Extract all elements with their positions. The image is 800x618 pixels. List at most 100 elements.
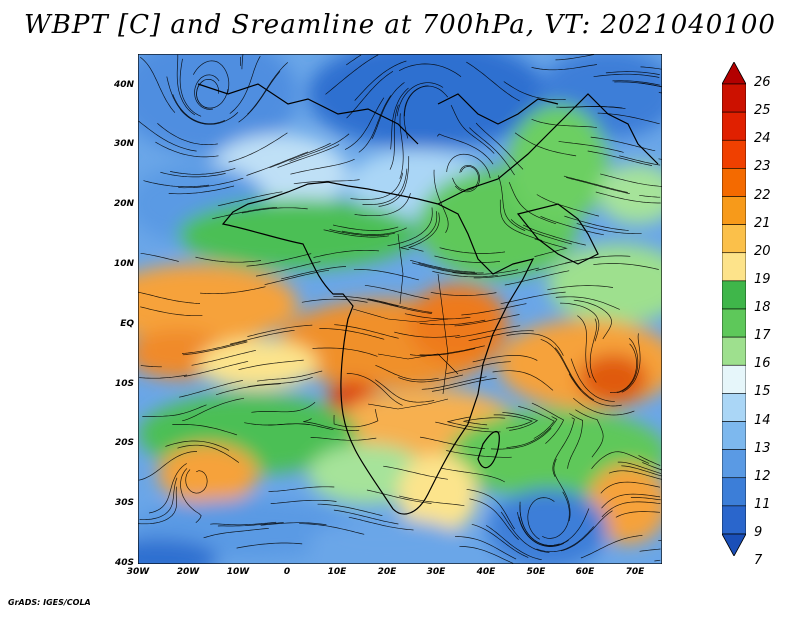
streamline bbox=[333, 409, 379, 428]
streamline bbox=[241, 54, 244, 70]
streamline bbox=[658, 92, 662, 94]
map-title: WBPT [C] and Sreamline at 700hPa, VT: 20… bbox=[24, 10, 776, 40]
streamline bbox=[590, 136, 656, 152]
streamline bbox=[522, 224, 586, 246]
streamline bbox=[490, 427, 552, 450]
streamline bbox=[419, 436, 485, 450]
streamline bbox=[182, 397, 245, 422]
streamline bbox=[431, 377, 497, 392]
streamline bbox=[615, 511, 661, 518]
streamline bbox=[299, 523, 365, 535]
streamline bbox=[140, 252, 179, 262]
streamline bbox=[166, 76, 207, 125]
streamline bbox=[371, 82, 405, 139]
streamline bbox=[394, 331, 460, 338]
streamline bbox=[230, 329, 295, 345]
streamline bbox=[580, 535, 643, 559]
colorbar-label: 12 bbox=[754, 468, 771, 484]
streamline bbox=[502, 412, 539, 431]
streamline bbox=[247, 62, 289, 115]
lon-label-50e: 50E bbox=[526, 567, 546, 577]
streamline bbox=[445, 361, 511, 375]
temperature-field bbox=[138, 54, 662, 564]
colorbar-label: 7 bbox=[754, 553, 763, 569]
streamline bbox=[182, 341, 248, 356]
streamline bbox=[508, 181, 557, 225]
streamline bbox=[500, 291, 566, 305]
streamline bbox=[138, 291, 201, 304]
streamline bbox=[398, 63, 462, 77]
colorbar-segment bbox=[722, 364, 746, 394]
streamline bbox=[563, 175, 628, 193]
streamline bbox=[203, 527, 269, 539]
streamline bbox=[354, 192, 411, 217]
streamline bbox=[564, 215, 629, 231]
streamline bbox=[196, 80, 229, 109]
streamline bbox=[531, 64, 597, 71]
colorbar-label: 22 bbox=[754, 187, 771, 203]
colorbar-label: 24 bbox=[754, 131, 771, 147]
streamline bbox=[410, 259, 475, 273]
streamline bbox=[558, 140, 624, 153]
streamline bbox=[561, 510, 613, 552]
colorbar-label: 15 bbox=[754, 384, 771, 400]
streamline bbox=[183, 360, 249, 377]
lat-label-30s: 30S bbox=[114, 498, 134, 508]
streamline bbox=[621, 465, 662, 477]
streamline bbox=[514, 132, 577, 157]
streamline bbox=[553, 458, 571, 521]
streamline bbox=[170, 168, 236, 175]
streamline bbox=[255, 261, 321, 277]
colorbar-label: 14 bbox=[754, 412, 771, 428]
streamline bbox=[504, 270, 570, 286]
streamline bbox=[155, 141, 219, 158]
streamline bbox=[600, 481, 661, 494]
streamline bbox=[358, 95, 392, 153]
streamline bbox=[573, 299, 612, 340]
streamline bbox=[506, 333, 564, 356]
streamline bbox=[139, 374, 188, 379]
streamline bbox=[642, 462, 662, 471]
streamline bbox=[195, 256, 262, 263]
colorbar-label: 11 bbox=[754, 496, 771, 512]
colorbar-segment bbox=[722, 252, 746, 282]
streamline bbox=[346, 373, 403, 406]
streamline bbox=[138, 451, 198, 481]
colorbar-label: 16 bbox=[754, 356, 771, 372]
streamline bbox=[333, 224, 399, 231]
colorbar-label: 21 bbox=[754, 215, 771, 231]
coastlines bbox=[197, 83, 659, 515]
colorbar-bottom-arrow bbox=[722, 533, 746, 556]
lat-label-20s: 20S bbox=[114, 438, 134, 448]
streamline bbox=[345, 54, 362, 66]
streamline bbox=[452, 166, 479, 191]
streamline bbox=[313, 249, 379, 258]
streamline bbox=[269, 142, 331, 169]
streamline bbox=[463, 417, 506, 426]
streamline bbox=[399, 113, 404, 179]
streamline bbox=[473, 267, 539, 279]
colorbar-top-arrow bbox=[722, 62, 746, 85]
colorbar-label: 26 bbox=[754, 75, 771, 90]
colorbar-label: 17 bbox=[754, 328, 771, 344]
streamline bbox=[450, 104, 495, 154]
streamline bbox=[238, 71, 281, 123]
streamline bbox=[518, 406, 555, 439]
streamline bbox=[503, 81, 566, 101]
streamline bbox=[595, 191, 661, 204]
streamline bbox=[573, 397, 635, 416]
streamline bbox=[246, 151, 309, 176]
colorbar-segment bbox=[722, 139, 746, 169]
streamline bbox=[455, 325, 521, 339]
streamline bbox=[547, 285, 614, 291]
streamline bbox=[329, 229, 395, 236]
streamline bbox=[319, 328, 385, 340]
lat-label-eq: EQ bbox=[120, 319, 134, 329]
streamline bbox=[468, 330, 534, 342]
streamline bbox=[434, 255, 500, 263]
lon-label-20e: 20E bbox=[377, 567, 397, 577]
streamline bbox=[341, 227, 407, 235]
streamline bbox=[454, 314, 520, 327]
streamline bbox=[577, 315, 591, 379]
streamline bbox=[177, 444, 240, 463]
